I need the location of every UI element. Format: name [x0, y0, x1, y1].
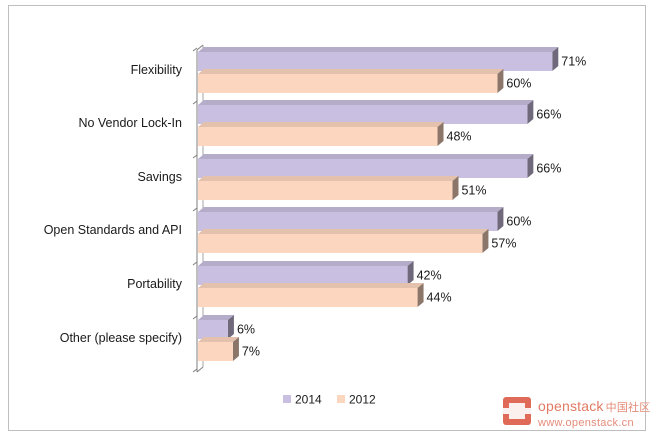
bar-side-2012 [497, 69, 504, 93]
bar-2012 [198, 342, 233, 361]
data-label-2012: 44% [427, 291, 452, 305]
data-label-2014: 6% [237, 323, 255, 337]
axis-depth-top [196, 44, 204, 51]
bar-side-2012 [437, 122, 444, 146]
bar-2014 [198, 320, 228, 339]
axis-tick [192, 261, 198, 266]
bar-2012 [198, 181, 453, 200]
data-label-2014: 71% [561, 55, 586, 69]
data-label-2014: 66% [536, 108, 561, 122]
category-label: Savings [138, 170, 182, 184]
axis-tick [192, 154, 198, 159]
bar-top-2012 [198, 283, 424, 288]
category-label: Other (please specify) [60, 331, 182, 345]
bar-side-2012 [232, 337, 239, 361]
bar-2012 [198, 288, 418, 307]
data-label-2012: 48% [447, 130, 472, 144]
data-label-2014: 66% [536, 162, 561, 176]
bar-side-2014 [552, 47, 559, 71]
bar-top-2014 [198, 315, 234, 320]
data-label-2012: 7% [242, 345, 260, 359]
bar-side-2012 [452, 176, 459, 200]
watermark-brand: openstack 中国社区 [538, 398, 651, 414]
axis-tick [192, 315, 198, 320]
bar-side-2012 [482, 229, 489, 253]
bar-2014 [198, 159, 528, 178]
legend-swatch-2014 [283, 395, 291, 403]
data-label-2014: 60% [506, 215, 531, 229]
watermark-url: www.openstack.cn [538, 417, 634, 429]
bar-2012 [198, 127, 438, 146]
data-label-2012: 60% [506, 77, 531, 91]
axis-depth-bottom [196, 366, 204, 373]
axis-tick [192, 368, 198, 373]
bar-side-2012 [417, 283, 424, 307]
bar-top-2014 [198, 100, 534, 105]
data-label-2012: 51% [461, 184, 486, 198]
category-label: Portability [127, 277, 183, 291]
bar-2012 [198, 74, 498, 93]
bar-top-2012 [198, 69, 504, 74]
bar-2014 [198, 212, 498, 231]
bar-top-2012 [198, 337, 239, 342]
legend-label-2012: 2012 [349, 393, 376, 407]
bar-top-2012 [198, 229, 489, 234]
legend-swatch-2012 [337, 395, 345, 403]
bar-top-2014 [198, 47, 559, 52]
bar-side-2014 [527, 154, 534, 178]
watermark-brand-cn: 中国社区 [605, 402, 651, 414]
bar-2012 [198, 234, 483, 253]
bar-2014 [198, 266, 408, 285]
bar-side-2014 [227, 315, 234, 339]
bar-top-2014 [198, 261, 414, 266]
bar-2014 [198, 52, 553, 71]
watermark: openstack 中国社区 www.openstack.cn [502, 392, 652, 438]
bar-top-2012 [198, 176, 459, 181]
bar-top-2012 [198, 122, 444, 127]
data-label-2012: 57% [491, 237, 516, 251]
legend-label-2014: 2014 [295, 393, 322, 407]
category-label: Open Standards and API [44, 223, 182, 237]
bar-top-2014 [198, 207, 504, 212]
axis-tick [192, 100, 198, 105]
axis-tick [192, 47, 198, 52]
bar-2014 [198, 105, 528, 124]
data-label-2014: 42% [417, 269, 442, 283]
bar-side-2014 [407, 261, 414, 285]
bar-top-2014 [198, 154, 534, 159]
category-label: Flexibility [131, 63, 183, 77]
bar-side-2014 [497, 207, 504, 231]
category-label: No Vendor Lock-In [78, 116, 182, 130]
openstack-logo-icon [503, 397, 531, 425]
axis-tick [192, 207, 198, 212]
bar-side-2014 [527, 100, 534, 124]
